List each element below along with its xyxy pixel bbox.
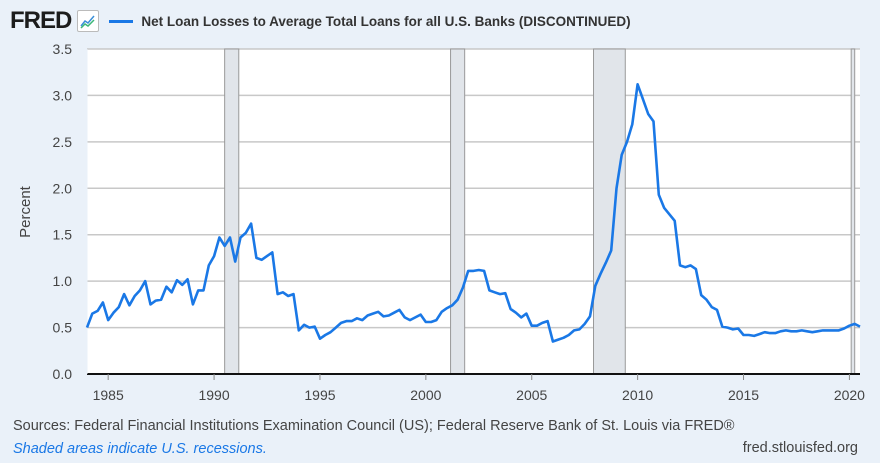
y-tick-label: 2.5	[53, 134, 73, 150]
recession-note: Shaded areas indicate U.S. recessions.	[13, 441, 267, 457]
x-tick-label: 1985	[93, 387, 124, 403]
x-tick-label: 2020	[834, 387, 865, 403]
recession-band	[224, 48, 240, 375]
x-tick-label: 2000	[410, 387, 441, 403]
y-axis-label: Percent	[17, 185, 34, 238]
y-tick-label: 3.5	[53, 41, 73, 57]
series-line	[85, 83, 861, 343]
x-tick-label: 1995	[304, 387, 335, 403]
y-tick-label: 2.0	[53, 180, 73, 196]
legend-swatch	[109, 19, 134, 23]
sources-text: Sources: Federal Financial Institutions …	[13, 418, 735, 434]
x-tick-label: 2005	[516, 387, 547, 403]
y-tick-label: 3.0	[53, 87, 73, 103]
chart-header: FRED Net Loan Losses to Average Total Lo…	[10, 6, 631, 36]
chart-plot: 0.0 0.5 1.0 1.5 2.0 2.5 3.0 3.5 1985 1990 1995 200…	[17, 41, 865, 403]
recession-band	[593, 48, 626, 375]
recession-band	[450, 48, 466, 375]
fred-logo[interactable]: FRED	[10, 7, 72, 34]
y-tick-label: 0.5	[53, 320, 73, 336]
plot-background	[87, 49, 860, 374]
y-tick-label: 1.5	[53, 227, 73, 243]
chart-title[interactable]: Net Loan Losses to Average Total Loans f…	[141, 13, 631, 29]
line-chart-icon	[77, 10, 100, 32]
fred-url-link[interactable]: fred.stlouisfed.org	[742, 440, 858, 456]
x-tick-label: 2010	[622, 387, 653, 403]
x-tick-label: 1990	[198, 387, 229, 403]
x-tick-label: 2015	[728, 387, 759, 403]
y-tick-label: 0.0	[53, 366, 73, 382]
y-tick-label: 1.0	[53, 273, 73, 289]
